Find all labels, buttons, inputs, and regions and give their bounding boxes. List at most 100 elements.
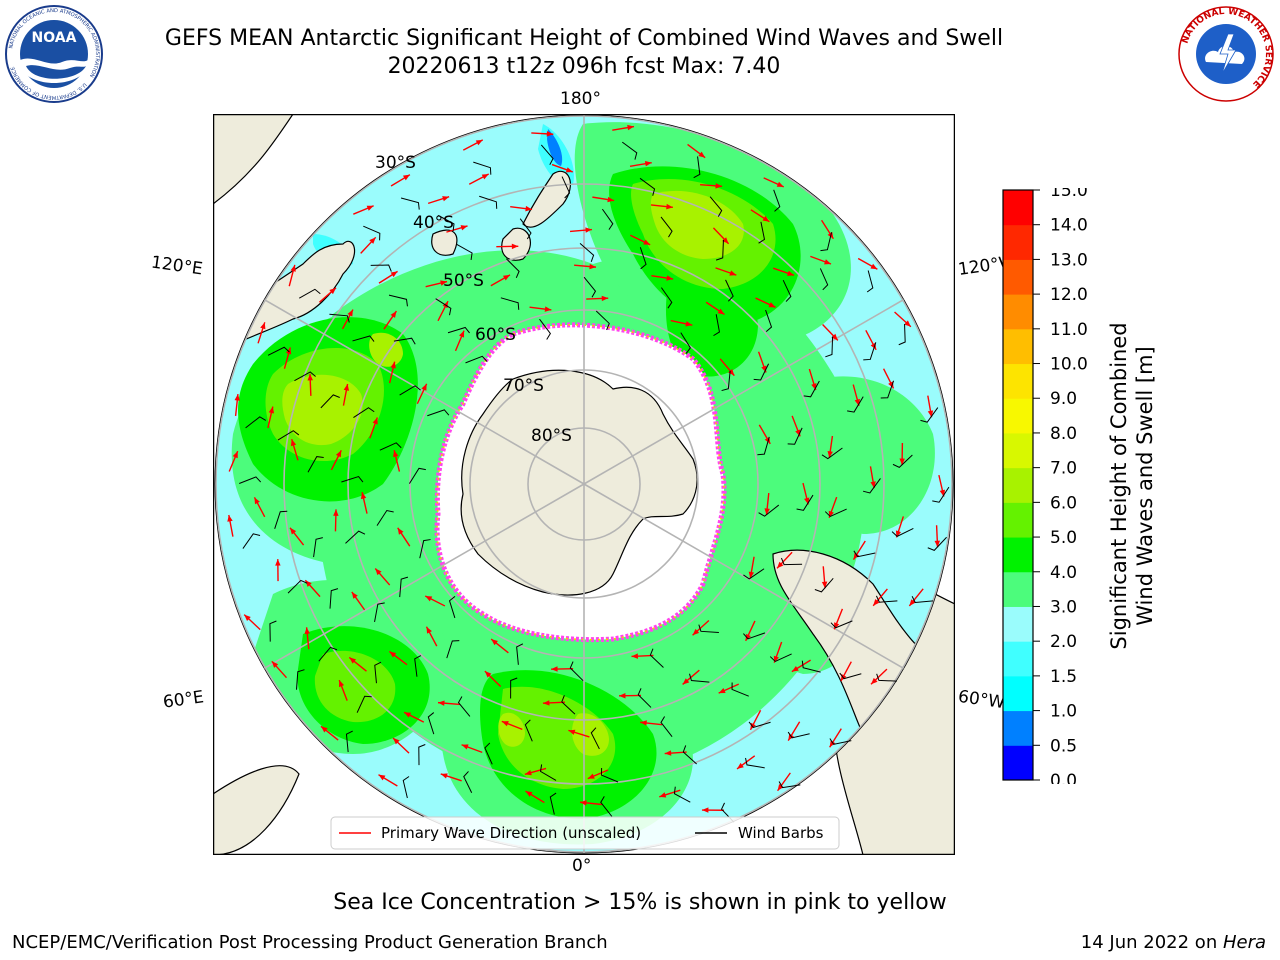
wave-arrow-head bbox=[685, 321, 693, 327]
wave-arrow-head bbox=[627, 124, 634, 131]
wave-arrow-head bbox=[335, 450, 342, 458]
wind-barb bbox=[639, 177, 656, 196]
wind-barb bbox=[787, 731, 810, 739]
wind-barb bbox=[824, 508, 847, 518]
wind-barb bbox=[427, 712, 435, 735]
nws-logo-icon: NATIONAL WEATHER SERVICE bbox=[1178, 6, 1274, 102]
wave-arrow-head bbox=[347, 309, 353, 317]
sea-ice-note: Sea Ice Concentration > 15% is shown in … bbox=[333, 890, 947, 915]
wave-arrow-head bbox=[290, 439, 297, 447]
wave-arrow-head bbox=[244, 614, 251, 622]
wave-arrow-head bbox=[475, 139, 483, 146]
wind-barb bbox=[814, 577, 834, 593]
wind-barb bbox=[379, 442, 402, 451]
wind-barb bbox=[446, 640, 460, 659]
wave-arrow-head bbox=[390, 271, 398, 278]
lat-label-80: 80°S bbox=[531, 426, 572, 446]
wave-arrow-head bbox=[542, 700, 550, 706]
wave-arrow-head bbox=[421, 383, 427, 391]
wind-barb bbox=[376, 509, 394, 526]
colorbar: 0.0 0.5 1.0 1.5 2.0 3.0 4.0 5.0 6.0 7.0 8.0 9.0 10.0… bbox=[1002, 188, 1088, 784]
generation-date: 14 Jun 2022 on Hera bbox=[1080, 932, 1266, 953]
wave-arrow-head bbox=[320, 726, 328, 733]
wave-arrow-head bbox=[729, 270, 737, 276]
wind-barb bbox=[569, 661, 584, 682]
wind-barb bbox=[745, 757, 765, 769]
polar-map: 30°S 40°S 50°S 60°S 70°S 80°S Primary Wa… bbox=[213, 114, 955, 855]
wind-barb bbox=[660, 216, 673, 238]
wave-arrow-head bbox=[360, 492, 367, 500]
wind-barb bbox=[370, 264, 392, 272]
wind-barb bbox=[320, 394, 340, 409]
lon-label-60e: 60°E bbox=[161, 687, 206, 713]
chart-title: GEFS MEAN Antarctic Significant Height o… bbox=[164, 26, 1004, 51]
colorbar-cell bbox=[1003, 259, 1033, 295]
wind-barb bbox=[269, 620, 277, 642]
wave-arrow-head bbox=[329, 287, 337, 295]
wave-arrow-head bbox=[351, 591, 358, 599]
wind-barb bbox=[435, 298, 452, 316]
wind-barb bbox=[419, 539, 431, 559]
wave-arrow-head bbox=[442, 196, 450, 202]
lat-label-40: 40°S bbox=[413, 213, 454, 233]
wave-arrow-head bbox=[268, 406, 275, 414]
wind-barb bbox=[388, 294, 408, 307]
wave-arrow-head bbox=[524, 770, 532, 776]
wave-arrow-head bbox=[544, 306, 552, 312]
wind-barb bbox=[709, 196, 723, 217]
colorbar-cell bbox=[1003, 641, 1033, 677]
wind-barb bbox=[639, 247, 647, 270]
wave-arrow-head bbox=[393, 737, 400, 745]
lon-label-120e: 120°E bbox=[149, 252, 204, 280]
wave-arrow-head bbox=[870, 677, 878, 685]
colorbar-tick-label: 12.0 bbox=[1050, 285, 1088, 305]
wind-barb bbox=[353, 407, 375, 419]
wave-arrow-head bbox=[390, 311, 397, 318]
wind-barb bbox=[649, 648, 664, 668]
wave-arrow-head bbox=[831, 333, 838, 341]
wind-barb bbox=[399, 385, 421, 396]
wind-barb bbox=[621, 141, 638, 160]
wave-arrow-head bbox=[791, 665, 799, 672]
wave-arrow-head bbox=[349, 657, 357, 664]
wind-barb bbox=[456, 243, 473, 260]
wave-arrow-head bbox=[232, 451, 238, 459]
wind-barb bbox=[465, 355, 488, 364]
wave-arrow-head bbox=[664, 750, 672, 756]
wave-arrow-head bbox=[777, 783, 784, 791]
wind-barb bbox=[753, 363, 770, 381]
wave-arrow-head bbox=[481, 173, 489, 180]
wave-arrow-head bbox=[254, 497, 260, 505]
wave-arrow-head bbox=[333, 509, 339, 516]
wind-barb bbox=[519, 218, 532, 240]
wind-barb bbox=[516, 643, 524, 665]
noaa-text: NOAA bbox=[32, 30, 77, 46]
wind-barb bbox=[673, 786, 691, 803]
wind-barb bbox=[294, 371, 316, 382]
wind-barb bbox=[839, 672, 862, 680]
wind-barb bbox=[796, 494, 814, 511]
wave-arrow-head bbox=[525, 205, 533, 212]
wave-arrow-head bbox=[750, 722, 756, 730]
wave-arrow-head bbox=[568, 729, 576, 735]
wind-barb bbox=[510, 677, 518, 699]
wave-arrow-head bbox=[644, 161, 652, 167]
wind-barb bbox=[698, 624, 719, 633]
map-frame bbox=[213, 114, 955, 855]
wind-barb bbox=[287, 579, 308, 594]
wave-arrow-head bbox=[821, 581, 828, 589]
wave-arrow-head bbox=[343, 383, 350, 391]
wave-arrow-head bbox=[227, 514, 233, 522]
wind-barb bbox=[757, 436, 770, 456]
wind-barb bbox=[765, 309, 773, 332]
wave-arrow-head bbox=[460, 225, 468, 231]
wind-barb bbox=[825, 336, 834, 358]
wind-barb bbox=[600, 796, 613, 817]
wind-barb bbox=[274, 510, 288, 529]
wind-barb bbox=[892, 454, 913, 468]
wave-arrow-head bbox=[895, 530, 902, 538]
colorbar-tick-label: 2.0 bbox=[1050, 632, 1077, 652]
wind-barb bbox=[318, 646, 338, 662]
wind-barb bbox=[682, 745, 697, 765]
wave-arrow-head bbox=[909, 599, 916, 606]
